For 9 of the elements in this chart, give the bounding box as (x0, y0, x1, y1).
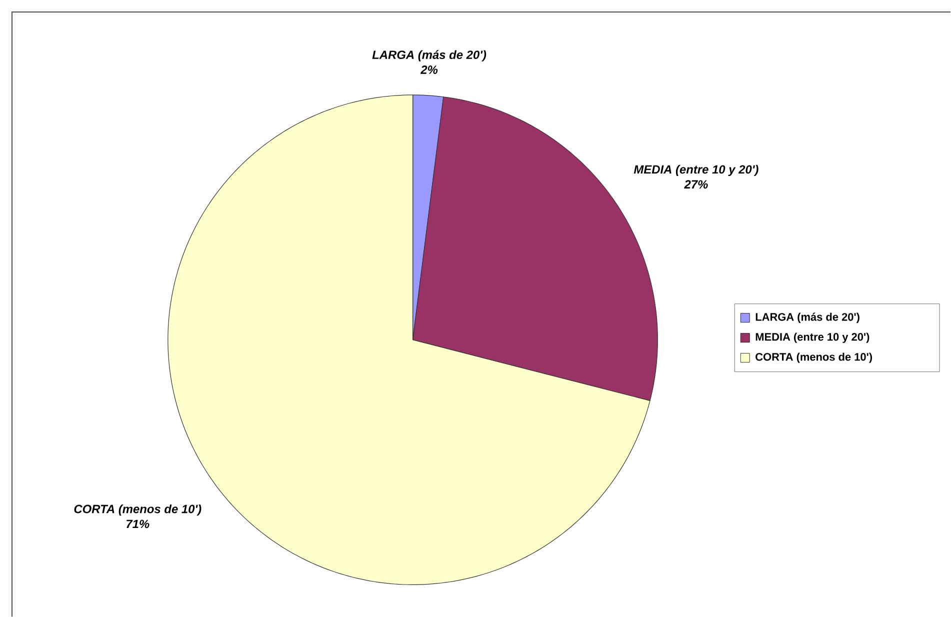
legend-label: MEDIA (entre 10 y 20') (756, 332, 870, 343)
slice-label: LARGA (más de 20') (372, 50, 486, 62)
slice-label: MEDIA (entre 10 y 20') (634, 164, 758, 176)
data-label: 27% (684, 180, 708, 188)
data-label: 71% (126, 520, 150, 528)
data-label: 2% (420, 65, 438, 74)
legend-label: CORTA (menos de 10') (756, 352, 872, 363)
legend-label: LARGA (más de 20') (756, 312, 860, 323)
slice-label: CORTA (menos de 10') (74, 504, 202, 516)
